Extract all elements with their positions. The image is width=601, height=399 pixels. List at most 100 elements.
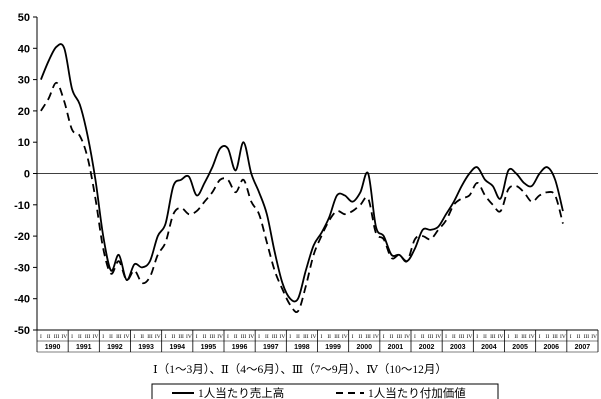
y-tick-label: -40 — [14, 294, 30, 306]
year-label: 2004 — [481, 344, 497, 351]
y-tick-label: -30 — [14, 262, 30, 274]
quarter-label: III — [552, 334, 558, 340]
quarter-label: II — [452, 334, 456, 340]
quarter-label: III — [272, 334, 278, 340]
quarter-label: III — [459, 334, 465, 340]
quarter-label: I — [570, 334, 572, 340]
quarter-label: II — [546, 334, 550, 340]
quarter-label: II — [296, 334, 300, 340]
series-line-sales-per-person — [40, 43, 564, 303]
year-label: 1996 — [232, 344, 248, 351]
quarter-label: I — [40, 334, 42, 340]
year-label: 2007 — [575, 344, 591, 351]
y-tick-label: -10 — [14, 200, 30, 212]
year-label: 1991 — [76, 344, 92, 351]
quarter-label: II — [265, 334, 269, 340]
quarter-label: I — [289, 334, 291, 340]
year-label: 2001 — [388, 344, 404, 351]
y-tick-label: -20 — [14, 231, 30, 243]
year-label: 1993 — [138, 344, 154, 351]
quarter-label: IV — [591, 334, 597, 340]
quarter-label: I — [414, 334, 416, 340]
quarter-label: I — [476, 334, 478, 340]
year-label: 1992 — [107, 344, 123, 351]
quarter-label: II — [78, 334, 82, 340]
quarter-label: IV — [373, 334, 379, 340]
quarter-label: III — [116, 334, 122, 340]
y-tick-label: 50 — [18, 12, 30, 24]
quarter-label: I — [165, 334, 167, 340]
quarter-label: II — [47, 334, 51, 340]
quarter-label: II — [421, 334, 425, 340]
year-label: 2005 — [512, 344, 528, 351]
quarter-label: I — [320, 334, 322, 340]
year-label: 2002 — [419, 344, 435, 351]
quarter-label: I — [383, 334, 385, 340]
quarter-label: II — [577, 334, 581, 340]
legend-label-sales: 1人当たり売上高 — [198, 386, 284, 399]
year-label: 2000 — [356, 344, 372, 351]
quarter-label: III — [54, 334, 60, 340]
quarter-label: III — [210, 334, 216, 340]
year-label: 1998 — [294, 344, 310, 351]
quarter-label: IV — [342, 334, 348, 340]
axes — [36, 17, 598, 331]
y-tick-label: -50 — [14, 325, 30, 337]
quarter-label: II — [203, 334, 207, 340]
quarter-label: I — [227, 334, 229, 340]
quarter-label: IV — [435, 334, 441, 340]
quarter-label: IV — [93, 334, 99, 340]
quarter-label: IV — [404, 334, 410, 340]
year-label: 1997 — [263, 344, 279, 351]
quarter-label: III — [428, 334, 434, 340]
quarter-label: I — [133, 334, 135, 340]
quarter-label: IV — [61, 334, 67, 340]
year-label: 2006 — [543, 344, 559, 351]
quarter-label: III — [85, 334, 91, 340]
quarter-label: IV — [498, 334, 504, 340]
quarter-label: IV — [124, 334, 130, 340]
quarter-note: Ⅰ（1～3月）、Ⅱ（4～6月）、Ⅲ（7～9月）、Ⅳ（10～12月） — [153, 363, 447, 376]
quarter-label: IV — [467, 334, 473, 340]
quarter-label: IV — [155, 334, 161, 340]
legend-box — [151, 383, 499, 399]
quarter-label: IV — [280, 334, 286, 340]
quarter-label: I — [71, 334, 73, 340]
quarter-label: III — [241, 334, 247, 340]
quarter-label: III — [334, 334, 340, 340]
quarter-label: II — [109, 334, 113, 340]
legend: 1人当たり売上高 1人当たり付加価値 — [151, 383, 499, 399]
y-tick-label: 40 — [18, 43, 30, 55]
y-axis-ticks: -50 -40 -30 -20 -10 0 10 20 30 40 50 — [14, 12, 37, 337]
y-tick-label: 10 — [18, 137, 30, 149]
quarter-label: IV — [248, 334, 254, 340]
year-label: 1990 — [45, 344, 61, 351]
quarter-label: II — [172, 334, 176, 340]
quarter-label: I — [196, 334, 198, 340]
quarter-label: IV — [186, 334, 192, 340]
quarter-label: II — [483, 334, 487, 340]
y-tick-label: 0 — [24, 169, 30, 181]
quarter-label: III — [147, 334, 153, 340]
quarter-label: I — [352, 334, 354, 340]
quarter-label: I — [258, 334, 260, 340]
quarter-label: IV — [217, 334, 223, 340]
year-label: 1999 — [325, 344, 341, 351]
quarter-label: II — [514, 334, 518, 340]
quarter-label: I — [102, 334, 104, 340]
quarter-label: IV — [529, 334, 535, 340]
quarter-label: II — [327, 334, 331, 340]
series-line-value-added-per-person — [40, 81, 564, 313]
quarter-label: IV — [311, 334, 317, 340]
quarter-label: III — [584, 334, 590, 340]
year-label: 1995 — [201, 344, 217, 351]
quarter-label: IV — [560, 334, 566, 340]
year-label: 2003 — [450, 344, 466, 351]
quarter-label: I — [507, 334, 509, 340]
quarter-label: III — [490, 334, 496, 340]
quarter-label: III — [303, 334, 309, 340]
y-tick-label: 20 — [18, 106, 30, 118]
